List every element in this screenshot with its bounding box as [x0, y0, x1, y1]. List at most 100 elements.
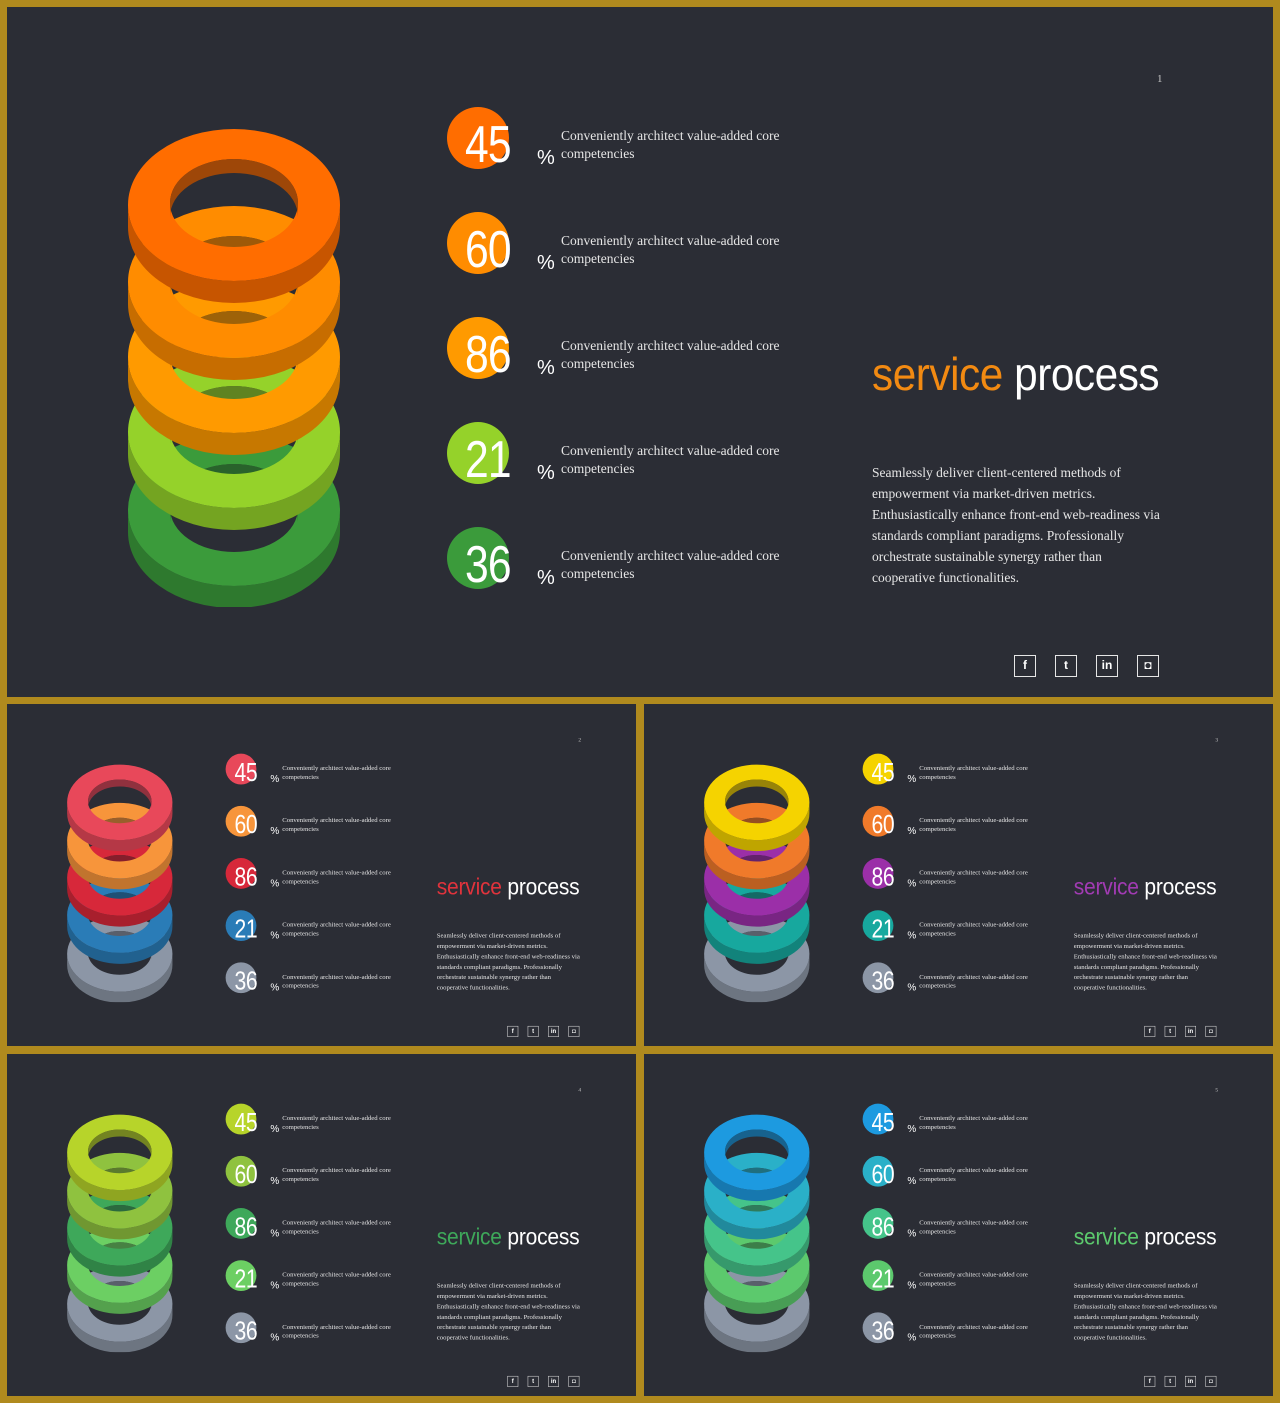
stat-unit: % — [270, 1123, 280, 1135]
title-accent: service — [436, 873, 502, 900]
facebook-icon[interactable]: f — [1014, 655, 1036, 677]
stat-row: 21% Conveniently architect value-added co… — [862, 1260, 1042, 1300]
instagram-icon[interactable]: ◘ — [1205, 1025, 1217, 1037]
instagram-icon[interactable]: ◘ — [568, 1025, 580, 1037]
stat-row: 36% Conveniently architect value-added co… — [447, 527, 807, 607]
stat-value: 36 — [871, 966, 895, 996]
stat-unit: % — [907, 930, 917, 941]
title-rest: process — [507, 1223, 580, 1250]
linkedin-icon[interactable]: in — [1185, 1025, 1196, 1037]
linkedin-icon[interactable]: in — [1096, 655, 1118, 677]
twitter-icon[interactable]: t — [1055, 655, 1077, 677]
stat-description: Conveniently architect value-added core … — [919, 868, 1028, 885]
stat-description: Conveniently architect value-added core … — [919, 1270, 1028, 1288]
ring-1 — [128, 129, 340, 303]
stat-row: 45% Conveniently architect value-added co… — [862, 753, 1042, 794]
stat-circle — [862, 753, 894, 785]
twitter-icon[interactable]: t — [1164, 1025, 1176, 1037]
stat-description: Conveniently architect value-added core … — [919, 816, 1028, 833]
stat-row: 86% Conveniently architect value-added co… — [225, 858, 405, 898]
facebook-icon[interactable]: f — [507, 1025, 519, 1037]
ring-stack — [694, 1109, 823, 1353]
stat-unit: % — [270, 877, 280, 889]
stat-value: 86 — [871, 862, 895, 892]
slide-4: 4 45% Conveniently architect value-added c… — [7, 1054, 636, 1396]
facebook-icon[interactable]: f — [1144, 1375, 1156, 1387]
ring-stack — [57, 1109, 186, 1353]
twitter-icon[interactable]: t — [1164, 1375, 1176, 1387]
stat-unit: % — [270, 773, 280, 785]
stat-row: 45% Conveniently architect value-added co… — [447, 107, 807, 187]
title-rest: process — [1144, 873, 1217, 900]
ring-1 — [704, 764, 810, 852]
stat-unit: % — [907, 773, 917, 785]
stat-row: 45% Conveniently architect value-added co… — [225, 1103, 405, 1144]
stat-circle — [862, 1208, 894, 1239]
slide-title: service process — [872, 347, 1160, 401]
stat-value: 36 — [465, 536, 512, 594]
stat-description: Conveniently architect value-added core … — [282, 868, 391, 885]
stat-unit: % — [537, 462, 555, 484]
ring-stack — [57, 759, 186, 1003]
stat-value: 86 — [234, 1212, 258, 1242]
stat-value: 21 — [871, 1264, 895, 1294]
stat-description: Conveniently architect value-added core … — [561, 233, 780, 266]
slide-title: service process — [437, 873, 580, 900]
stat-row: 36% Conveniently architect value-added co… — [862, 1312, 1042, 1352]
stat-value: 36 — [234, 1316, 258, 1346]
stat-circle — [225, 1312, 257, 1344]
instagram-icon[interactable]: ◘ — [1137, 655, 1159, 677]
title-accent: service — [1073, 873, 1139, 900]
stat-unit: % — [270, 1227, 280, 1239]
stat-description: Conveniently architect value-added core … — [919, 764, 1028, 781]
stat-description: Conveniently architect value-added core … — [282, 1270, 391, 1288]
instagram-icon[interactable]: ◘ — [1205, 1375, 1217, 1387]
stat-circle — [447, 527, 509, 589]
stat-value: 45 — [465, 116, 512, 174]
ring-stack — [694, 759, 823, 1003]
slide-3: 3 45% Conveniently architect value-added c… — [644, 704, 1273, 1046]
title-accent: service — [436, 1223, 502, 1250]
stat-unit: % — [270, 1332, 280, 1344]
stat-value: 60 — [871, 1160, 895, 1190]
stat-row: 60% Conveniently architect value-added co… — [225, 1155, 405, 1196]
stat-description: Conveniently architect value-added core … — [919, 972, 1028, 990]
stat-row: 60% Conveniently architect value-added co… — [447, 212, 807, 292]
stat-value: 86 — [871, 1212, 895, 1242]
facebook-icon[interactable]: f — [507, 1375, 519, 1387]
title-rest: process — [507, 873, 580, 900]
stat-unit: % — [537, 252, 555, 274]
stat-circle — [862, 962, 894, 994]
stat-circle — [862, 1155, 894, 1187]
linkedin-icon[interactable]: in — [548, 1375, 559, 1387]
stat-description: Conveniently architect value-added core … — [282, 1218, 391, 1235]
stat-value: 60 — [234, 1160, 258, 1190]
stat-row: 60% Conveniently architect value-added co… — [862, 1155, 1042, 1196]
stat-value: 45 — [871, 758, 895, 787]
body-paragraph: Seamlessly deliver client-centered metho… — [872, 465, 1160, 585]
stat-circle — [862, 910, 894, 941]
ring-1 — [704, 1114, 810, 1202]
stat-unit: % — [270, 982, 280, 994]
page-number: 4 — [578, 1086, 582, 1093]
stat-description: Conveniently architect value-added core … — [919, 1114, 1028, 1131]
stat-description: Conveniently architect value-added core … — [282, 1166, 391, 1183]
stat-value: 36 — [234, 966, 258, 996]
stat-description: Conveniently architect value-added core … — [919, 1218, 1028, 1235]
facebook-icon[interactable]: f — [1144, 1025, 1156, 1037]
linkedin-icon[interactable]: in — [1185, 1375, 1196, 1387]
stat-value: 45 — [234, 1108, 258, 1137]
twitter-icon[interactable]: t — [527, 1025, 539, 1037]
stat-value: 36 — [871, 1316, 895, 1346]
stat-row: 45% Conveniently architect value-added co… — [862, 1103, 1042, 1144]
stat-unit: % — [270, 930, 280, 941]
twitter-icon[interactable]: t — [527, 1375, 539, 1387]
stat-circle — [862, 1312, 894, 1344]
stat-unit: % — [907, 825, 917, 837]
stat-description: Conveniently architect value-added core … — [282, 1322, 391, 1340]
stat-unit: % — [907, 877, 917, 889]
stat-value: 21 — [871, 914, 895, 944]
linkedin-icon[interactable]: in — [548, 1025, 559, 1037]
stat-circle — [447, 317, 509, 379]
instagram-icon[interactable]: ◘ — [568, 1375, 580, 1387]
